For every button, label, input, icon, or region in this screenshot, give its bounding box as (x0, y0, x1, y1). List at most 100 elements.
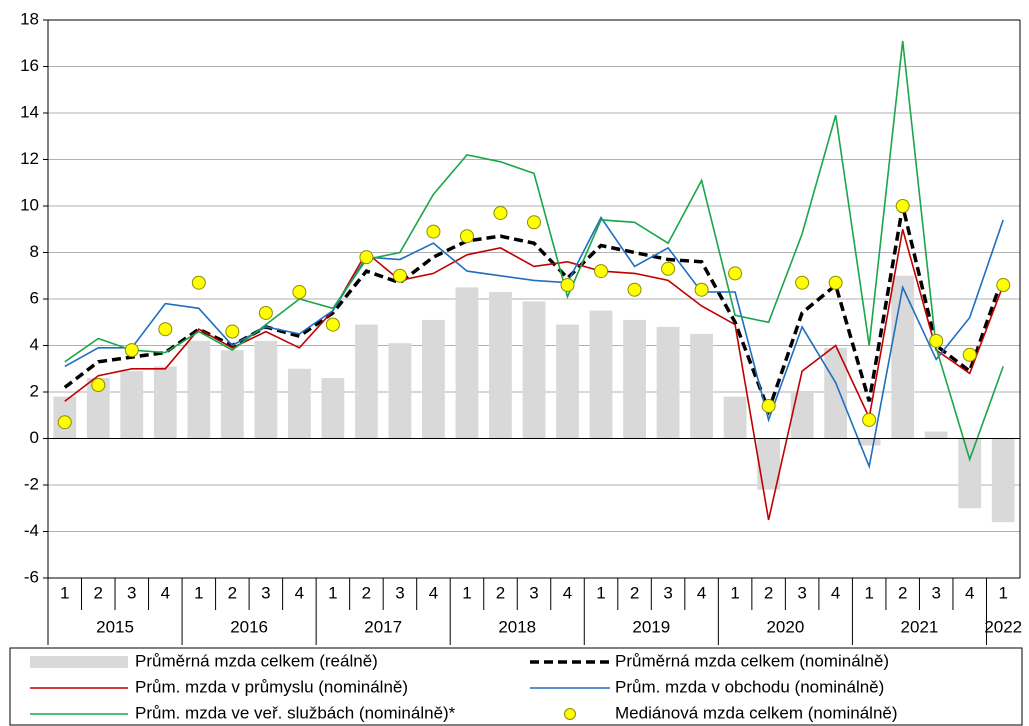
point (392, 268, 407, 283)
bar (556, 324, 579, 439)
point (325, 317, 340, 332)
line (64, 216, 1004, 470)
x-tick-label: 2 (496, 583, 505, 602)
point (225, 324, 240, 339)
x-tick-label: 1 (730, 583, 739, 602)
bar (824, 347, 848, 439)
x-tick-label: 4 (295, 583, 304, 602)
y-tick-label: 16 (20, 56, 39, 75)
year-label: 2021 (901, 617, 939, 636)
point (929, 333, 944, 348)
point (728, 266, 743, 281)
bar (187, 340, 211, 439)
legend-label: Prům. mzda v obchodu (nominálně) (615, 677, 884, 696)
point (292, 285, 307, 300)
bar (656, 326, 680, 439)
y-tick-label: -4 (24, 521, 39, 540)
bar (891, 275, 915, 439)
year-label: 2015 (96, 617, 134, 636)
y-tick-label: 12 (20, 149, 39, 168)
x-tick-label: 3 (797, 583, 806, 602)
point (560, 278, 575, 293)
bar (991, 438, 1015, 523)
x-tick-label: 2 (764, 583, 773, 602)
line (63, 205, 1005, 416)
bar (455, 287, 479, 439)
bar (388, 343, 412, 439)
point (91, 378, 106, 393)
x-tick-label: 2 (630, 583, 639, 602)
year-label: 2022 (984, 617, 1022, 636)
year-label: 2016 (230, 617, 268, 636)
bar (489, 292, 512, 439)
x-tick-label: 2 (94, 583, 103, 602)
point (761, 398, 776, 413)
bar (589, 310, 613, 439)
y-tick-label: 4 (30, 335, 39, 354)
x-tick-label: 3 (127, 583, 136, 602)
point (426, 224, 441, 239)
year-label: 2018 (498, 617, 536, 636)
bar (623, 319, 646, 439)
bar (355, 324, 378, 439)
x-tick-label: 3 (663, 583, 672, 602)
y-tick-label: 10 (20, 195, 39, 214)
x-tick-label: 1 (60, 583, 69, 602)
point (996, 278, 1011, 293)
x-tick-label: 1 (864, 583, 873, 602)
year-label: 2020 (766, 617, 804, 636)
x-tick-label: 1 (596, 583, 605, 602)
y-tick-label: 2 (30, 381, 39, 400)
bar (220, 350, 244, 439)
point (795, 275, 810, 290)
point (459, 229, 474, 244)
x-tick-label: 4 (429, 583, 438, 602)
legend-label: Průměrná mzda celkem (nominálně) (615, 651, 889, 670)
bar (723, 396, 747, 439)
point (57, 415, 72, 430)
bar (287, 368, 311, 439)
legend-label: Průměrná mzda celkem (reálně) (135, 651, 378, 670)
x-tick-label: 2 (898, 583, 907, 602)
bar (422, 319, 445, 439)
bar (857, 438, 881, 446)
point (895, 199, 910, 213)
legend-label: Mediánová mzda celkem (nominálně) (615, 703, 898, 722)
y-tick-label: 0 (30, 428, 39, 447)
y-tick-label: 14 (20, 102, 39, 121)
y-tick-label: 6 (30, 288, 39, 307)
point (191, 275, 206, 290)
year-label: 2017 (364, 617, 402, 636)
bar (321, 378, 345, 439)
bar (924, 431, 948, 439)
x-tick-label: 4 (697, 583, 706, 602)
legend-label: Prům. mzda v průmyslu (nominálně) (135, 677, 408, 696)
point (158, 322, 173, 337)
x-tick-label: 2 (228, 583, 237, 602)
point (258, 305, 273, 320)
bar (86, 378, 110, 439)
point (862, 412, 877, 427)
x-tick-label: 4 (831, 583, 840, 602)
y-tick-label: 8 (30, 242, 39, 261)
x-tick-label: 4 (563, 583, 572, 602)
x-tick-label: 4 (161, 583, 170, 602)
y-tick-label: -6 (24, 567, 39, 586)
point (661, 261, 676, 276)
point (694, 282, 709, 297)
legend-box (9, 647, 1023, 726)
x-tick-label: 1 (999, 583, 1008, 602)
x-tick-label: 1 (194, 583, 203, 602)
bar (690, 333, 713, 439)
bar (254, 340, 278, 439)
x-tick-label: 3 (529, 583, 538, 602)
x-tick-label: 3 (395, 583, 404, 602)
year-label: 2019 (632, 617, 670, 636)
point (493, 205, 508, 220)
line (64, 229, 1004, 521)
y-tick-label: 18 (20, 9, 39, 28)
line (64, 40, 1004, 462)
legend-swatch (30, 656, 128, 668)
bar (522, 301, 546, 439)
